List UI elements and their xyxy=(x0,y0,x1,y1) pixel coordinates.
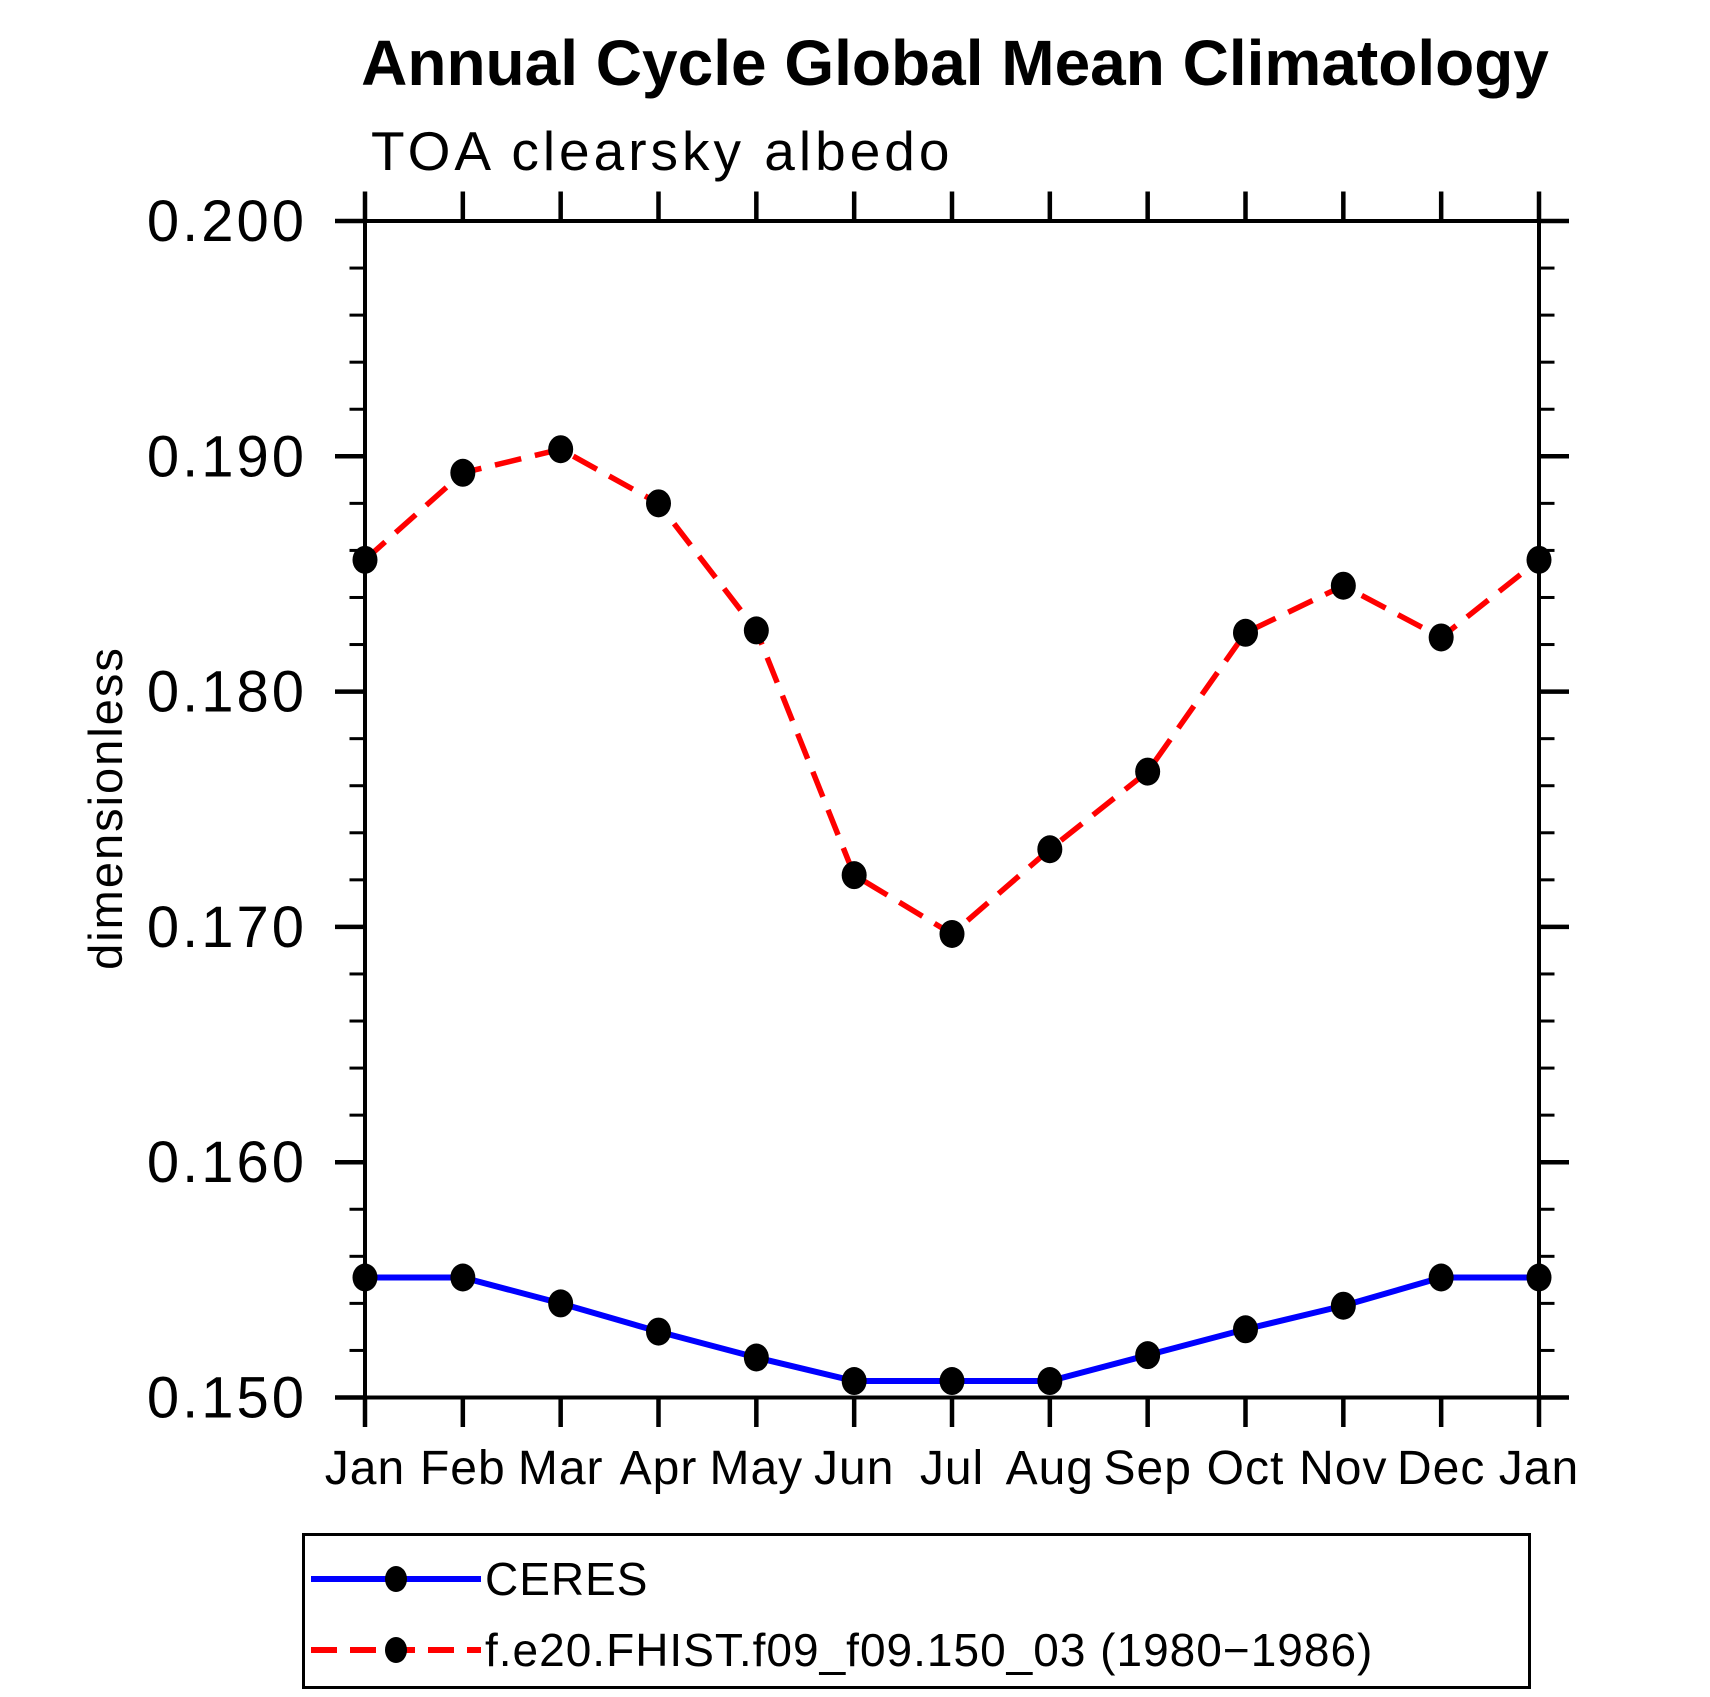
series-marker-0 xyxy=(548,1289,574,1318)
x-tick-label: Dec xyxy=(1397,1442,1485,1495)
legend-label: f.e20.FHIST.f09_f09.150_03 (1980−1986) xyxy=(485,1624,1374,1676)
y-tick-label: 0.150 xyxy=(147,1366,307,1431)
series-marker-1 xyxy=(939,919,965,948)
series-marker-0 xyxy=(1526,1263,1552,1292)
series-line-1 xyxy=(363,446,1541,938)
series-marker-0 xyxy=(646,1317,671,1346)
series-marker-1 xyxy=(1526,545,1552,574)
series-marker-1 xyxy=(841,861,867,890)
series-marker-1 xyxy=(352,545,378,574)
y-axis-title: dimensionless xyxy=(79,646,132,970)
legend: CERES f.e20.FHIST.f09_f09.150_03 (1980−1… xyxy=(302,1533,1531,1689)
x-tick-label: Feb xyxy=(420,1442,506,1495)
x-tick-label: Apr xyxy=(620,1442,698,1495)
series-marker-0 xyxy=(1037,1367,1063,1396)
series-marker-1 xyxy=(1330,571,1356,600)
series-marker-1 xyxy=(646,489,671,518)
series-marker-0 xyxy=(352,1263,378,1292)
chart-title: Annual Cycle Global Mean Climatology xyxy=(361,27,1549,99)
x-tick-label: Jun xyxy=(814,1442,894,1495)
chart-subtitle: TOA clearsky albedo xyxy=(371,120,953,182)
series-marker-1 xyxy=(450,458,476,487)
series-marker-0 xyxy=(841,1367,867,1396)
series-marker-0 xyxy=(450,1263,476,1292)
x-tick-label: Oct xyxy=(1207,1442,1285,1495)
series-marker-1 xyxy=(1428,623,1454,652)
series-marker-1 xyxy=(1233,618,1258,647)
series-marker-0 xyxy=(1330,1291,1356,1320)
x-tick-label: May xyxy=(709,1442,803,1495)
y-tick-label: 0.160 xyxy=(147,1130,307,1195)
series-marker-0 xyxy=(743,1343,769,1372)
series-marker-0 xyxy=(939,1367,965,1396)
legend-item: f.e20.FHIST.f09_f09.150_03 (1980−1986) xyxy=(311,1624,1374,1676)
axes-frame xyxy=(363,219,1541,1400)
x-tick-label: Nov xyxy=(1299,1442,1387,1495)
y-tick-label: 0.180 xyxy=(147,660,307,725)
series-marker-1 xyxy=(1037,835,1063,864)
x-tick-label: Jan xyxy=(1499,1442,1579,1495)
legend-item: CERES xyxy=(311,1553,649,1605)
x-tick-label: Mar xyxy=(518,1442,604,1495)
plot-frame-and-series xyxy=(335,191,1569,1427)
series-line-0 xyxy=(365,1274,1539,1385)
x-tick-label: Jul xyxy=(920,1442,984,1495)
x-tick-label: Jan xyxy=(325,1442,405,1495)
series-marker-0 xyxy=(1135,1341,1161,1370)
series-marker-1 xyxy=(548,435,574,464)
x-tick-label: Aug xyxy=(1006,1442,1094,1495)
series-marker-0 xyxy=(1428,1263,1454,1292)
legend-key-line-marker xyxy=(311,1566,481,1592)
legend-key-line-marker xyxy=(311,1637,481,1663)
x-tick-label: Sep xyxy=(1103,1442,1191,1495)
series-marker-0 xyxy=(1233,1315,1258,1344)
y-tick-label: 0.200 xyxy=(147,189,307,254)
legend-label: CERES xyxy=(485,1553,649,1605)
series-marker-1 xyxy=(1135,757,1161,786)
y-tick-label: 0.190 xyxy=(147,424,307,489)
y-tick-label: 0.170 xyxy=(147,895,307,960)
series-marker-1 xyxy=(743,616,769,645)
